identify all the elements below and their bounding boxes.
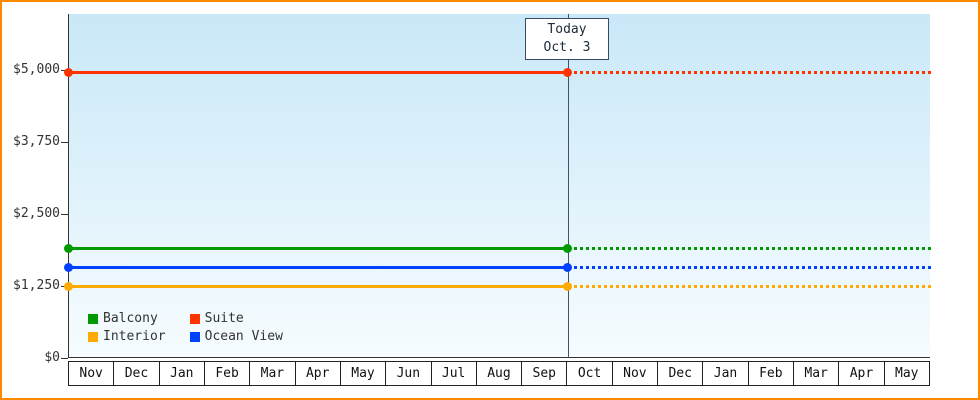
y-axis-label: $5,000 — [13, 62, 60, 77]
x-axis-label: Mar — [249, 361, 296, 386]
x-axis-label: Feb — [203, 361, 251, 386]
y-axis-tick — [61, 358, 68, 359]
x-axis-label: May — [883, 361, 930, 386]
balcony-swatch-icon — [88, 313, 98, 324]
interior-projection-line — [568, 285, 931, 288]
balcony-projection-line — [568, 247, 931, 250]
interior-price-line — [69, 285, 568, 288]
x-axis-label: Feb — [747, 361, 794, 386]
today-vertical-line — [568, 14, 569, 358]
x-axis-label: Jun — [385, 361, 432, 386]
legend-item-balcony: Balcony — [88, 311, 166, 326]
x-axis-label: Mar — [793, 361, 840, 386]
legend-item-ocean-view: Ocean View — [189, 329, 283, 344]
ocean-view-swatch-icon — [189, 331, 200, 342]
suite-start-marker — [64, 68, 73, 77]
interior-swatch-icon — [88, 331, 98, 342]
legend-label: Suite — [204, 311, 244, 326]
y-axis-label: $0 — [44, 350, 60, 365]
suite-swatch-icon — [189, 313, 200, 324]
x-axis-label: May — [339, 361, 387, 386]
y-axis-label: $1,250 — [13, 278, 60, 293]
suite-price-line — [69, 71, 568, 74]
legend: Balcony Suite Interior Ocean View — [88, 311, 283, 344]
x-axis-label: Sep — [521, 361, 568, 386]
legend-item-suite: Suite — [189, 311, 283, 326]
x-axis-label: Oct — [566, 361, 613, 386]
x-axis-label: Jul — [430, 361, 477, 386]
balcony-price-line — [69, 247, 568, 250]
x-axis-label: Dec — [113, 361, 160, 386]
y-axis-label: $2,500 — [13, 206, 60, 221]
x-axis-label: Apr — [838, 361, 885, 386]
x-axis-label: Jan — [702, 361, 749, 386]
x-axis-label: Nov — [611, 361, 659, 386]
x-axis-label: Apr — [294, 361, 341, 386]
ocean-view-start-marker — [64, 263, 73, 272]
interior-today-marker — [563, 282, 572, 291]
plot-area — [64, 14, 931, 358]
suite-today-marker — [563, 68, 572, 77]
today-label-box: Today Oct. 3 — [525, 18, 609, 60]
today-label-line2: Oct. 3 — [543, 40, 591, 55]
legend-label: Balcony — [103, 311, 158, 326]
ocean-view-projection-line — [568, 266, 931, 269]
interior-start-marker — [64, 282, 73, 291]
suite-projection-line — [568, 71, 931, 74]
x-axis: Nov Dec Jan Feb Mar Apr May Jun Jul Aug … — [68, 361, 930, 386]
legend-label: Ocean View — [204, 329, 283, 344]
ocean-view-today-marker — [563, 263, 572, 272]
x-axis-label: Nov — [68, 361, 115, 386]
x-axis-label: Dec — [657, 361, 704, 386]
legend-item-interior: Interior — [88, 329, 166, 344]
y-axis-tick — [61, 214, 68, 215]
y-axis-label: $3,750 — [13, 134, 60, 149]
balcony-start-marker — [64, 244, 73, 253]
x-axis-label: Jan — [158, 361, 205, 386]
today-label-line1: Today — [547, 22, 587, 37]
y-axis-tick — [61, 142, 68, 143]
legend-label: Interior — [103, 329, 166, 344]
ocean-view-price-line — [69, 266, 568, 269]
x-axis-label: Aug — [475, 361, 523, 386]
balcony-today-marker — [563, 244, 572, 253]
